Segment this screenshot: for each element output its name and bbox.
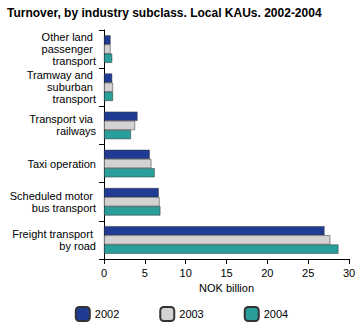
svg-text:transport: transport bbox=[53, 93, 96, 105]
svg-text:by road: by road bbox=[59, 240, 96, 252]
svg-text:Turnover, by industry subclass: Turnover, by industry subclass. Local KA… bbox=[7, 6, 322, 20]
svg-text:suburban: suburban bbox=[47, 81, 96, 93]
svg-text:Other land: Other land bbox=[42, 31, 96, 43]
svg-text:Transport via: Transport via bbox=[29, 113, 96, 125]
svg-text:NOK billion: NOK billion bbox=[199, 282, 254, 294]
svg-text:0: 0 bbox=[101, 267, 107, 279]
svg-text:Scheduled motor: Scheduled motor bbox=[10, 190, 96, 202]
svg-text:2004: 2004 bbox=[264, 308, 288, 320]
svg-text:bus transport: bus transport bbox=[32, 202, 96, 214]
svg-text:10: 10 bbox=[180, 267, 192, 279]
svg-text:2003: 2003 bbox=[179, 308, 203, 320]
svg-text:Taxi operation: Taxi operation bbox=[28, 158, 97, 170]
svg-text:20: 20 bbox=[261, 267, 273, 279]
svg-text:15: 15 bbox=[220, 267, 232, 279]
svg-text:30: 30 bbox=[343, 267, 355, 279]
svg-text:2002: 2002 bbox=[95, 308, 119, 320]
svg-text:25: 25 bbox=[302, 267, 314, 279]
svg-text:railways: railways bbox=[56, 125, 96, 137]
svg-text:transport: transport bbox=[53, 55, 96, 67]
svg-text:Tramway and: Tramway and bbox=[27, 69, 96, 81]
svg-text:5: 5 bbox=[142, 267, 148, 279]
svg-text:Freight transport: Freight transport bbox=[12, 228, 96, 240]
svg-text:passenger: passenger bbox=[42, 43, 96, 55]
